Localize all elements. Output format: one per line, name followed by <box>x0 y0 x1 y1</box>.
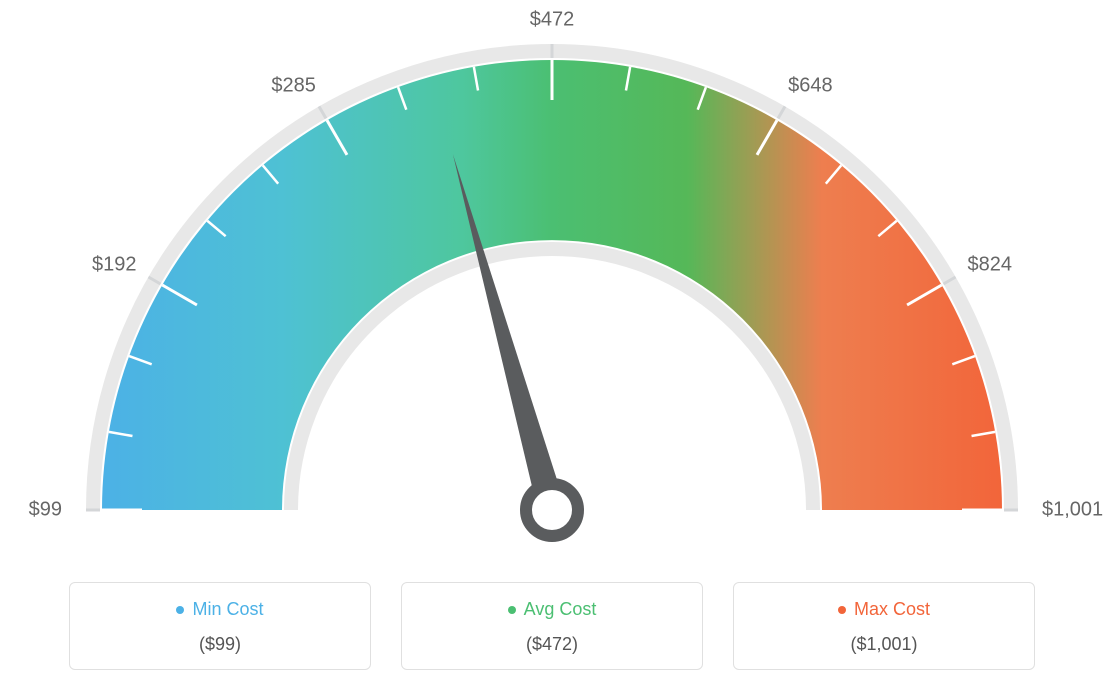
gauge-tick-label: $1,001 <box>1042 499 1103 522</box>
gauge-tick-label: $192 <box>92 254 136 277</box>
legend-value: ($1,001) <box>734 634 1034 655</box>
legend-title-text: Min Cost <box>192 599 263 620</box>
legend-dot-icon <box>508 606 516 614</box>
legend-title: Min Cost <box>176 599 263 620</box>
gauge-area: $99 $192 $285 $472 $648 $824 $1,001 <box>0 0 1104 560</box>
legend-card-avg: Avg Cost ($472) <box>401 582 703 670</box>
gauge-tick-label: $824 <box>967 254 1012 277</box>
gauge-tick-label: $99 <box>29 499 62 522</box>
legend-dot-icon <box>176 606 184 614</box>
legend-dot-icon <box>838 606 846 614</box>
gauge-tick-label: $472 <box>530 9 575 32</box>
legend-title-text: Avg Cost <box>524 599 597 620</box>
legend-card-min: Min Cost ($99) <box>69 582 371 670</box>
legend-row: Min Cost ($99) Avg Cost ($472) Max Cost … <box>0 582 1104 670</box>
legend-value: ($99) <box>70 634 370 655</box>
legend-title-text: Max Cost <box>854 599 930 620</box>
legend-title: Max Cost <box>838 599 930 620</box>
gauge-svg <box>0 0 1104 560</box>
legend-card-max: Max Cost ($1,001) <box>733 582 1035 670</box>
legend-title: Avg Cost <box>508 599 597 620</box>
gauge-tick-label: $285 <box>271 74 316 97</box>
cost-gauge-chart: $99 $192 $285 $472 $648 $824 $1,001 Min Cost (… <box>0 0 1104 690</box>
gauge-tick-label: $648 <box>788 74 833 97</box>
legend-value: ($472) <box>402 634 702 655</box>
